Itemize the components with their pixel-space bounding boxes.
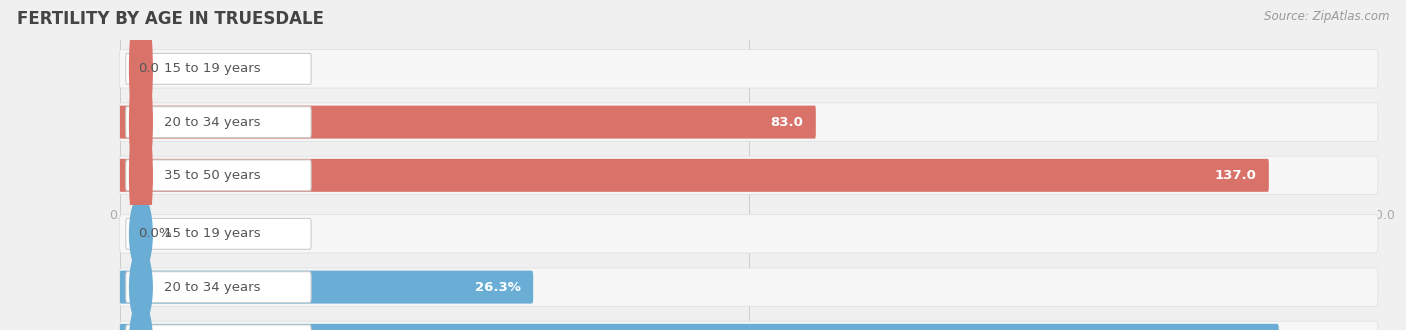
Text: 0.0: 0.0 <box>138 62 159 75</box>
Text: Source: ZipAtlas.com: Source: ZipAtlas.com <box>1264 10 1389 23</box>
Text: 20 to 34 years: 20 to 34 years <box>163 280 260 294</box>
Circle shape <box>129 50 152 194</box>
Text: 26.3%: 26.3% <box>475 280 520 294</box>
FancyBboxPatch shape <box>120 50 1378 88</box>
FancyBboxPatch shape <box>120 103 1378 141</box>
FancyBboxPatch shape <box>125 325 311 330</box>
FancyBboxPatch shape <box>120 268 1378 306</box>
Circle shape <box>129 196 152 272</box>
Text: 137.0: 137.0 <box>1215 169 1256 182</box>
FancyBboxPatch shape <box>125 53 311 84</box>
FancyBboxPatch shape <box>125 272 311 303</box>
Circle shape <box>129 0 152 141</box>
FancyBboxPatch shape <box>120 321 1378 330</box>
Text: 15 to 19 years: 15 to 19 years <box>163 62 260 75</box>
Circle shape <box>129 249 152 325</box>
FancyBboxPatch shape <box>120 271 533 304</box>
Circle shape <box>129 104 152 247</box>
FancyBboxPatch shape <box>125 107 311 138</box>
Text: 35 to 50 years: 35 to 50 years <box>163 169 260 182</box>
FancyBboxPatch shape <box>120 106 815 139</box>
FancyBboxPatch shape <box>120 215 1378 253</box>
FancyBboxPatch shape <box>120 159 1268 192</box>
Text: FERTILITY BY AGE IN TRUESDALE: FERTILITY BY AGE IN TRUESDALE <box>17 10 323 28</box>
Text: 15 to 19 years: 15 to 19 years <box>163 227 260 240</box>
Text: 0.0%: 0.0% <box>138 227 172 240</box>
FancyBboxPatch shape <box>125 160 311 191</box>
Text: 20 to 34 years: 20 to 34 years <box>163 115 260 129</box>
Text: 83.0: 83.0 <box>770 115 803 129</box>
FancyBboxPatch shape <box>120 324 1279 330</box>
Circle shape <box>129 302 152 330</box>
FancyBboxPatch shape <box>125 218 311 249</box>
FancyBboxPatch shape <box>120 156 1378 194</box>
